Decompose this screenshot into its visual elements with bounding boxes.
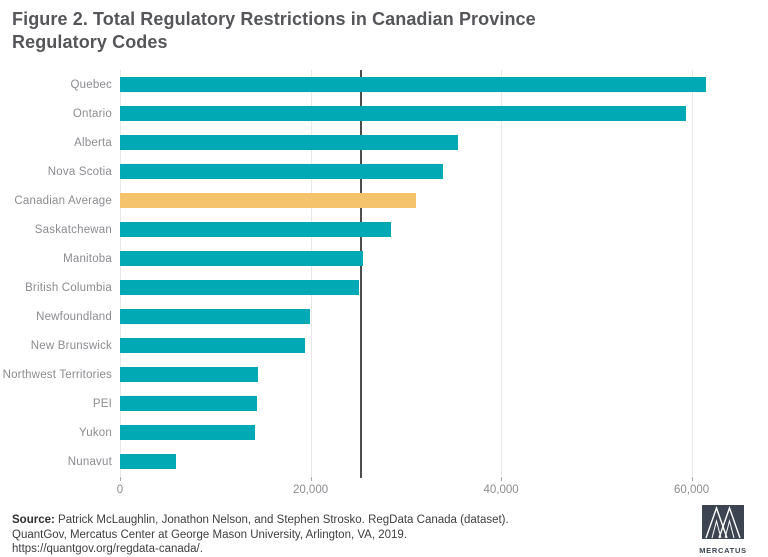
category-label: New Brunswick [30, 339, 112, 352]
figure-title: Figure 2. Total Regulatory Restrictions … [12, 8, 612, 54]
mercatus-logo: MERCATUS [699, 505, 747, 555]
plot-grid [120, 70, 765, 478]
category-label: Ontario [72, 107, 112, 120]
reference-line [360, 70, 363, 478]
bar [120, 338, 305, 353]
bar [120, 106, 686, 121]
bar-slot [120, 389, 765, 418]
bar [120, 396, 258, 411]
category-label: Yukon [79, 426, 112, 439]
bar-row: British Columbia [0, 273, 765, 302]
bar-row: Newfoundland [0, 302, 765, 331]
source-citation: Source: Patrick McLaughlin, Jonathon Nel… [12, 513, 572, 557]
bar-row: Manitoba [0, 244, 765, 273]
bar [120, 280, 360, 295]
bar-row: Northwest Territories [0, 360, 765, 389]
figure-title-line1: Figure 2. Total Regulatory Restrictions … [12, 9, 536, 29]
bar-row: Canadian Average [0, 186, 765, 215]
bar-slot [120, 186, 765, 215]
bar [120, 77, 706, 92]
bar-slot [120, 302, 765, 331]
source-url: https://quantgov.org/regdata-canada/. [12, 543, 203, 555]
bar-slot [120, 360, 765, 389]
bar [120, 222, 391, 237]
source-line2: QuantGov, Mercatus Center at George Maso… [12, 528, 408, 541]
tick-mark [120, 477, 121, 481]
category-label: PEI [92, 397, 112, 410]
bar-row: New Brunswick [0, 331, 765, 360]
category-label: Nova Scotia [47, 165, 112, 178]
gridline-0 [120, 70, 121, 476]
bar-slot [120, 70, 765, 99]
bar-row: Nova Scotia [0, 157, 765, 186]
bar-row: Ontario [0, 99, 765, 128]
category-label: Newfoundland [36, 310, 112, 323]
bar [120, 193, 417, 208]
bar [120, 309, 310, 324]
bar [120, 425, 256, 440]
bar [120, 367, 259, 382]
category-label: Northwest Territories [2, 368, 112, 381]
category-label: British Columbia [25, 281, 112, 294]
tick-label: 60,000 [674, 484, 710, 496]
tick-mark [310, 477, 312, 481]
gridline-40000 [501, 70, 503, 476]
bar-slot [120, 273, 765, 302]
bar-row: Yukon [0, 418, 765, 447]
mercatus-logo-text: MERCATUS [699, 546, 747, 555]
gridline-20000 [310, 70, 312, 476]
category-label: Nunavut [67, 455, 112, 468]
mercatus-logo-icon [702, 505, 744, 539]
tick-label: 0 [116, 484, 124, 496]
bar-row: Saskatchewan [0, 215, 765, 244]
bar-row: Quebec [0, 70, 765, 99]
bar-chart: Quebec Ontario Alberta Nova Scotia Canadian … [0, 70, 765, 478]
bar [120, 164, 443, 179]
gridline-60000 [691, 70, 693, 476]
category-label: Saskatchewan [34, 223, 112, 236]
bar-slot [120, 128, 765, 157]
tick-label: 20,000 [292, 484, 329, 496]
bar-slot [120, 99, 765, 128]
bar-slot [120, 447, 765, 476]
bar-row: Alberta [0, 128, 765, 157]
bar-slot [120, 215, 765, 244]
category-label: Quebec [70, 78, 112, 91]
category-label: Canadian Average [14, 194, 112, 207]
figure-title-line2: Regulatory Codes [12, 32, 168, 53]
category-label: Alberta [74, 136, 112, 149]
bar-slot [120, 331, 765, 360]
source-label: Source: [12, 514, 55, 526]
source-line1: Patrick McLaughlin, Jonathon Nelson, and… [54, 514, 509, 526]
bar [120, 251, 363, 266]
bar [120, 454, 177, 469]
bar-row: Nunavut [0, 447, 765, 476]
bar-slot [120, 157, 765, 186]
bar-row: PEI [0, 389, 765, 418]
bar-slot [120, 244, 765, 273]
tick-label: 40,000 [483, 484, 519, 496]
bar-rows: Quebec Ontario Alberta Nova Scotia Canadian … [0, 70, 765, 476]
category-label: Manitoba [63, 252, 112, 265]
x-axis: 0 20,000 40,000 60,000 [116, 477, 765, 499]
bar-slot [120, 418, 765, 447]
tick-mark [691, 477, 693, 481]
tick-mark [501, 477, 503, 481]
bar [120, 135, 459, 150]
